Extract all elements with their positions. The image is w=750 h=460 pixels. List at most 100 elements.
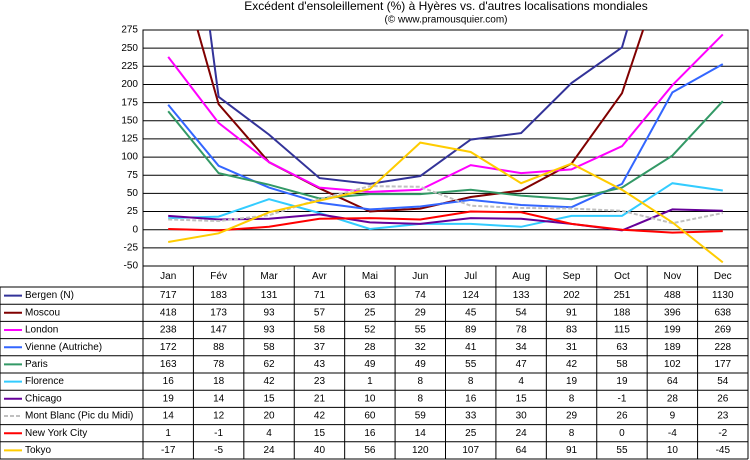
table-value: 29 <box>415 307 427 318</box>
y-tick-label: 100 <box>121 152 138 163</box>
table-value: 199 <box>664 325 681 336</box>
table-value: 19 <box>616 376 628 387</box>
legend-label: Mont Blanc (Pic du Midi) <box>25 411 133 422</box>
table-value: 15 <box>516 393 528 404</box>
y-tick-label: 200 <box>121 79 138 90</box>
table-value: 12 <box>213 411 225 422</box>
legend-label: Chicago <box>25 393 62 404</box>
table-value: 189 <box>664 342 681 353</box>
table-value: 8 <box>418 393 424 404</box>
lines <box>167 30 724 264</box>
table-value: 24 <box>516 428 528 439</box>
table-value: 25 <box>465 428 477 439</box>
table-value: 41 <box>465 342 477 353</box>
legend-label: Vienne (Autriche) <box>25 342 102 353</box>
y-tick-label: 275 <box>121 25 138 36</box>
table-value: 14 <box>415 428 427 439</box>
table-value: 102 <box>664 359 681 370</box>
legend-label: Florence <box>25 376 64 387</box>
y-tick-label: 150 <box>121 115 138 126</box>
table-value: 120 <box>412 445 429 456</box>
table-value: 63 <box>616 342 628 353</box>
table-value: 23 <box>314 376 326 387</box>
table-value: 91 <box>566 307 578 318</box>
table-value: 28 <box>667 393 679 404</box>
table-value: 14 <box>163 411 175 422</box>
table-value: 58 <box>314 325 326 336</box>
table-value: 115 <box>614 325 630 336</box>
table-value: 188 <box>614 307 631 318</box>
table-value: 124 <box>462 290 479 301</box>
series-line <box>168 182 723 231</box>
table-value: 8 <box>468 376 474 387</box>
x-tick-label: Dec <box>714 271 732 282</box>
table-value: 49 <box>364 359 376 370</box>
series-line <box>208 30 629 185</box>
x-tick-label: Jul <box>464 271 477 282</box>
table-value: 133 <box>513 290 530 301</box>
table-value: 55 <box>465 359 477 370</box>
table-value: 43 <box>314 359 326 370</box>
table-value: -2 <box>718 428 727 439</box>
table-value: 58 <box>263 342 275 353</box>
y-tick-label: 75 <box>127 170 139 181</box>
table-value: 58 <box>616 359 628 370</box>
table-value: 30 <box>516 411 528 422</box>
x-tick-label: Oct <box>614 271 630 282</box>
x-tick-label: Avr <box>312 271 327 282</box>
table-value: 228 <box>714 342 731 353</box>
table-value: 54 <box>516 307 528 318</box>
table-value: 9 <box>670 411 676 422</box>
table-value: 34 <box>516 342 528 353</box>
table-value: 717 <box>160 290 177 301</box>
table-value: 16 <box>364 428 376 439</box>
table-value: 173 <box>210 307 227 318</box>
table-value: 56 <box>364 445 376 456</box>
table-value: 131 <box>261 290 278 301</box>
table-value: -5 <box>214 445 223 456</box>
table-value: 29 <box>566 411 578 422</box>
table-value: 19 <box>163 393 175 404</box>
table-value: 15 <box>314 428 326 439</box>
table-value: 52 <box>364 325 376 336</box>
table-value: 59 <box>415 411 427 422</box>
table-value: 1 <box>367 376 373 387</box>
table-value: 26 <box>616 411 628 422</box>
table-value: 21 <box>314 393 326 404</box>
y-tick-label: -50 <box>124 261 139 272</box>
table-value: 488 <box>664 290 681 301</box>
table-value: 42 <box>314 411 326 422</box>
table-value: 4 <box>266 428 272 439</box>
table-value: 57 <box>314 307 326 318</box>
table-value: 25 <box>364 307 376 318</box>
chart-subtitle: (© www.pramousquier.com) <box>385 15 508 26</box>
table-value: 42 <box>566 359 578 370</box>
y-tick-label: 250 <box>121 43 138 54</box>
table-value: 33 <box>465 411 477 422</box>
table-value: 10 <box>364 393 376 404</box>
table-value: 1130 <box>712 290 734 301</box>
table-value: 8 <box>569 428 575 439</box>
table-value: 14 <box>213 393 225 404</box>
table-value: 269 <box>714 325 731 336</box>
table-value: 63 <box>364 290 376 301</box>
table-value: 88 <box>213 342 225 353</box>
table-value: 71 <box>314 290 326 301</box>
table-value: 60 <box>364 411 376 422</box>
table-value: 172 <box>160 342 177 353</box>
table-value: 16 <box>163 376 175 387</box>
table-value: 18 <box>213 376 225 387</box>
y-tick-label: 175 <box>121 97 138 108</box>
table-value: 64 <box>516 445 528 456</box>
table-value: 26 <box>717 393 729 404</box>
x-tick-label: Mar <box>260 271 278 282</box>
table-value: 23 <box>717 411 729 422</box>
y-tick-label: 25 <box>127 206 139 217</box>
table-value: 40 <box>314 445 326 456</box>
table-value: 177 <box>714 359 731 370</box>
legend-label: London <box>25 325 58 336</box>
table-value: 55 <box>415 325 427 336</box>
legend-label: New York City <box>25 428 87 439</box>
series-line <box>167 100 724 201</box>
